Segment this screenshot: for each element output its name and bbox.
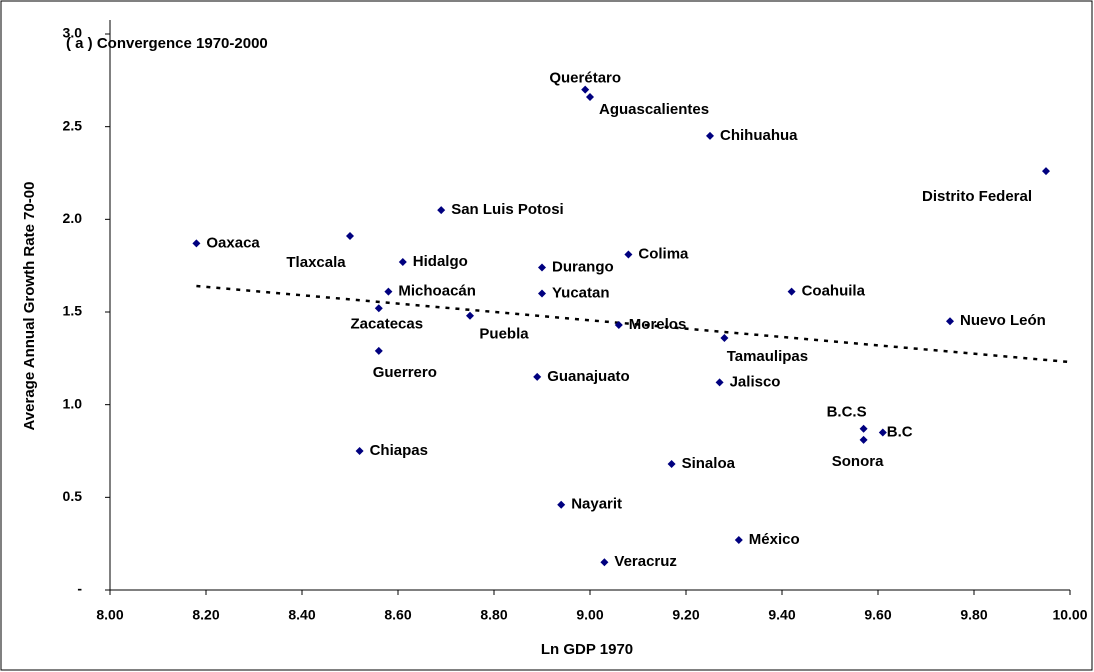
point (787, 287, 796, 296)
point (1042, 167, 1050, 176)
y-tick-label: 1.5 (63, 303, 83, 319)
point (600, 558, 609, 567)
y-tick-label: 1.0 (63, 395, 83, 411)
point (586, 93, 594, 102)
chart-title: ( a ) Convergence 1970-2000 (66, 35, 268, 52)
point (715, 378, 724, 387)
point (614, 320, 623, 329)
point-label: Morelos (629, 316, 687, 333)
point-label: Veracruz (614, 553, 677, 570)
point-label: Sinaloa (682, 455, 736, 472)
point-label: B.C.S (827, 404, 867, 421)
point-label: Guerrero (373, 364, 437, 381)
point-label: México (749, 531, 800, 548)
x-tick-label: 8.60 (384, 607, 411, 623)
point-label: Tlaxcala (286, 254, 346, 271)
trendline (196, 284, 1071, 364)
point-label: Tamaulipas (727, 348, 808, 365)
point-label: Coahuila (802, 283, 866, 300)
point-label: Oaxaca (206, 234, 260, 251)
point-label: Jalisco (730, 373, 781, 390)
x-tick-label: 9.80 (960, 607, 987, 623)
x-tick-label: 9.60 (864, 607, 891, 623)
point-label: Chihuahua (720, 127, 798, 144)
point-label: Zacatecas (351, 315, 424, 332)
point (734, 535, 743, 544)
point (192, 239, 201, 248)
point (557, 500, 566, 509)
point (946, 317, 954, 326)
point (398, 257, 407, 266)
point (374, 304, 383, 313)
x-tick-label: 9.20 (672, 607, 699, 623)
point (624, 250, 633, 259)
point-label: Hidalgo (413, 253, 468, 270)
point-label: Nuevo León (960, 312, 1046, 329)
point-label: Nayarit (571, 496, 622, 513)
point (538, 263, 546, 272)
x-tick-label: 8.00 (96, 607, 123, 623)
point-label: Colima (638, 246, 689, 263)
point (374, 346, 383, 355)
point (437, 206, 446, 215)
point-label: Yucatan (552, 284, 610, 301)
point-label: Sonora (832, 453, 884, 470)
point-label: Chiapas (370, 442, 428, 459)
x-tick-label: 9.00 (576, 607, 603, 623)
y-tick-label: - (77, 581, 82, 597)
point (538, 289, 546, 298)
y-tick-label: 3.0 (63, 25, 83, 41)
point (346, 232, 354, 241)
point (859, 424, 868, 433)
point-label: San Luis Potosi (451, 201, 564, 218)
point (706, 131, 714, 140)
point-label: Michoacán (398, 283, 476, 300)
point-label: Puebla (479, 326, 529, 343)
point (466, 311, 474, 320)
point (355, 447, 364, 455)
point-label: Guanajuato (547, 368, 630, 385)
x-tick-label: 10.00 (1052, 607, 1087, 623)
x-tick-label: 8.40 (288, 607, 315, 623)
x-tick-label: 8.20 (192, 607, 219, 623)
point-label: B.C (887, 423, 913, 440)
point (720, 333, 729, 342)
point-label: Durango (552, 258, 614, 275)
point (878, 428, 887, 437)
point (384, 287, 393, 296)
point-label: Querétaro (549, 70, 621, 87)
point (859, 435, 868, 444)
x-axis-label: Ln GDP 1970 (541, 641, 633, 658)
point-label: Aguascalientes (599, 101, 709, 118)
y-tick-label: 0.5 (63, 488, 83, 504)
x-tick-label: 8.80 (480, 607, 507, 623)
point (667, 459, 676, 468)
y-axis-label: Average Annual Growth Rate 70-00 (21, 182, 38, 431)
y-tick-label: 2.0 (63, 210, 83, 226)
point-label: Distrito Federal (922, 188, 1032, 205)
x-tick-label: 9.40 (768, 607, 795, 623)
y-tick-label: 2.5 (63, 117, 83, 133)
point (581, 85, 590, 94)
point (533, 372, 542, 381)
